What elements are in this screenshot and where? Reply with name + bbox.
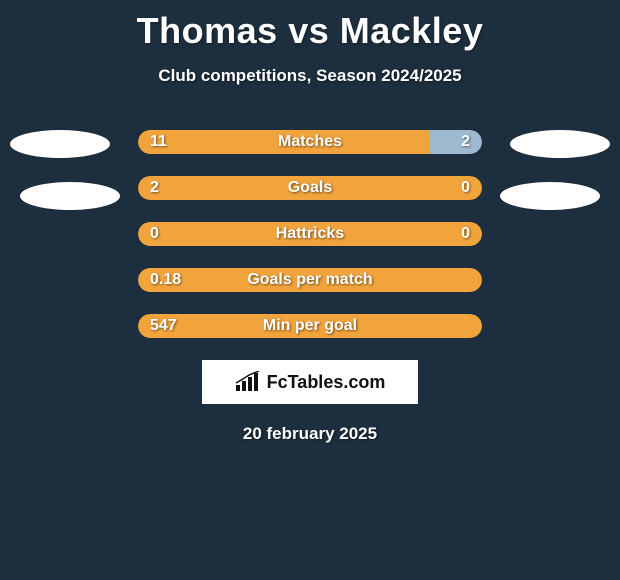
stat-row: 20Goals [138,176,482,200]
source-logo-text: FcTables.com [267,372,386,393]
source-logo: FcTables.com [202,360,418,404]
stat-row: 0.18Goals per match [138,268,482,292]
player-right-name: Mackley [340,10,484,51]
player-left-avatar-placeholder-2 [20,182,120,210]
stat-label: Hattricks [138,222,482,246]
comparison-title: Thomas vs Mackley [0,0,620,52]
player-right-avatar-placeholder-1 [510,130,610,158]
bar-chart-icon [235,371,261,393]
snapshot-date: 20 february 2025 [0,424,620,444]
stat-label: Goals per match [138,268,482,292]
vs-separator: vs [288,10,329,51]
player-right-avatar-placeholder-2 [500,182,600,210]
stats-area: 112Matches 20Goals 00Hattricks 0.18Goals pe… [0,130,620,444]
bars-container: 112Matches 20Goals 00Hattricks 0.18Goals pe… [0,130,620,338]
subtitle: Club competitions, Season 2024/2025 [0,66,620,86]
player-left-name: Thomas [137,10,278,51]
stat-row: 112Matches [138,130,482,154]
stat-label: Min per goal [138,314,482,338]
stat-label: Goals [138,176,482,200]
stat-row: 00Hattricks [138,222,482,246]
stat-row: 547Min per goal [138,314,482,338]
player-left-avatar-placeholder-1 [10,130,110,158]
stat-label: Matches [138,130,482,154]
